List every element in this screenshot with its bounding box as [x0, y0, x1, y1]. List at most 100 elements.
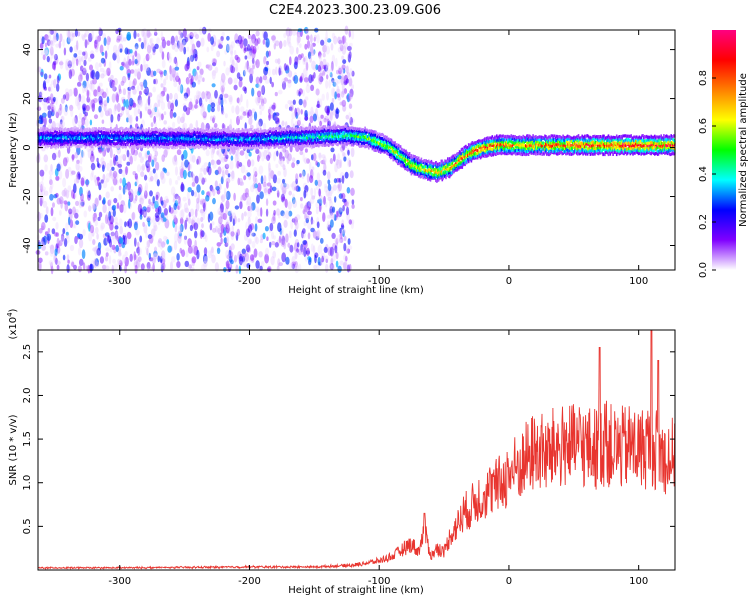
heatmap-noise-cell [235, 162, 239, 169]
heatmap-noise-cell [180, 161, 184, 168]
heatmap-noise-cell [87, 264, 91, 274]
heatmap-noise-cell [43, 116, 47, 126]
heatmap-noise-cell [62, 39, 66, 47]
heatmap-noise-cell [201, 177, 205, 185]
heatmap-noise-cell [160, 72, 163, 81]
heatmap-noise-cell [174, 66, 180, 71]
heatmap-noise-cell [98, 211, 103, 218]
heatmap-noise-cell [194, 103, 198, 109]
heatmap-noise-cell [188, 101, 193, 110]
heatmap-noise-cell [95, 62, 99, 70]
heatmap-noise-cell [103, 103, 107, 112]
heatmap-noise-cell [100, 73, 105, 79]
heatmap-noise-cell [184, 219, 188, 230]
heatmap-noise-cell [284, 198, 288, 208]
heatmap-noise-cell [68, 88, 73, 97]
heatmap-noise-cell [47, 105, 51, 111]
heatmap-noise-cell [146, 161, 151, 167]
heatmap-noise-cell [137, 183, 143, 194]
heatmap-noise-cell [129, 97, 134, 107]
heatmap-noise-cell [194, 230, 198, 239]
heatmap-noise-cell [335, 251, 339, 260]
heatmap-noise-cell [197, 79, 201, 85]
heatmap-noise-cell [220, 35, 224, 42]
heatmap-noise-cell [68, 208, 73, 215]
heatmap-noise-cell [324, 185, 328, 193]
heatmap-noise-cell [300, 109, 303, 115]
heatmap-noise-cell [110, 74, 114, 79]
heatmap-noise-cell [225, 249, 230, 259]
heatmap-noise-cell [287, 80, 292, 88]
heatmap-noise-cell [351, 199, 355, 205]
heatmap-noise-cell [216, 50, 221, 58]
heatmap-noise-cell [195, 119, 199, 129]
heatmap-noise-cell [154, 43, 159, 50]
heatmap-noise-cell [121, 75, 127, 84]
heatmap-noise-cell [42, 80, 47, 90]
heatmap-noise-cell [48, 28, 52, 38]
heatmap-noise-cell [61, 189, 67, 197]
heatmap-noise-cell [328, 79, 331, 89]
heatmap-noise-cell [151, 202, 156, 210]
heatmap-noise-cell [188, 217, 192, 224]
heatmap-noise-cell [337, 47, 342, 53]
heatmap-noise-cell [237, 218, 241, 223]
heatmap-noise-cell [318, 152, 322, 159]
heatmap-noise-cell [129, 253, 133, 262]
heatmap-noise-cell [342, 35, 345, 45]
heatmap-noise-cell [323, 246, 328, 253]
heatmap-noise-cell [230, 173, 235, 182]
heatmap-noise-cell [236, 97, 241, 104]
heatmap-noise-cell [343, 156, 347, 162]
heatmap-noise-cell [255, 96, 260, 106]
heatmap-noise-cell [243, 211, 247, 217]
heatmap-noise-cell [236, 115, 240, 126]
heatmap-noise-cell [172, 121, 176, 129]
heatmap-noise-cell [254, 234, 258, 243]
heatmap-noise-cell [181, 154, 184, 161]
heatmap-noise-cell [112, 52, 117, 61]
heatmap-noise-cell [135, 195, 138, 202]
heatmap-noise-cell [120, 154, 126, 159]
spectrogram-heatmap [35, 25, 676, 275]
heatmap-noise-cell [242, 192, 247, 201]
heatmap-noise-cell [71, 154, 75, 160]
heatmap-noise-cell [294, 250, 298, 260]
heatmap-noise-cell [257, 81, 262, 90]
heatmap-noise-cell [133, 221, 138, 231]
heatmap-noise-cell [251, 108, 256, 113]
heatmap-noise-cell [350, 221, 354, 229]
heatmap-noise-cell [287, 79, 292, 84]
heatmap-noise-cell [171, 67, 176, 78]
heatmap-noise-cell [77, 101, 81, 111]
heatmap-noise-cell [235, 105, 240, 115]
heatmap-noise-cell [266, 60, 269, 66]
heatmap-noise-cell [232, 218, 236, 226]
heatmap-noise-cell [278, 235, 282, 244]
heatmap-noise-cell [315, 231, 320, 241]
heatmap-noise-cell [179, 209, 184, 220]
heatmap-noise-cell [144, 103, 148, 112]
heatmap-noise-cell [56, 83, 60, 92]
heatmap-noise-cell [191, 155, 196, 163]
heatmap-noise-cell [143, 87, 148, 94]
heatmap-noise-cell [178, 30, 181, 35]
heatmap-noise-cell [102, 164, 105, 172]
heatmap-noise-cell [143, 211, 148, 217]
heatmap-noise-cell [253, 248, 258, 258]
heatmap-noise-cell [311, 171, 315, 177]
heatmap-noise-cell [224, 99, 227, 104]
heatmap-noise-cell [245, 61, 249, 69]
heatmap-noise-cell [145, 246, 149, 251]
heatmap-noise-cell [341, 192, 346, 200]
heatmap-noise-cell [115, 91, 121, 98]
heatmap-noise-cell [111, 264, 115, 274]
heatmap-noise-cell [316, 230, 321, 238]
heatmap-noise-cell [126, 117, 129, 123]
heatmap-noise-cell [172, 209, 178, 215]
heatmap-noise-cell [210, 159, 215, 166]
heatmap-noise-cell [217, 221, 221, 229]
heatmap-noise-cell [203, 111, 208, 116]
heatmap-noise-cell [304, 148, 308, 153]
heatmap-noise-cell [100, 222, 105, 230]
